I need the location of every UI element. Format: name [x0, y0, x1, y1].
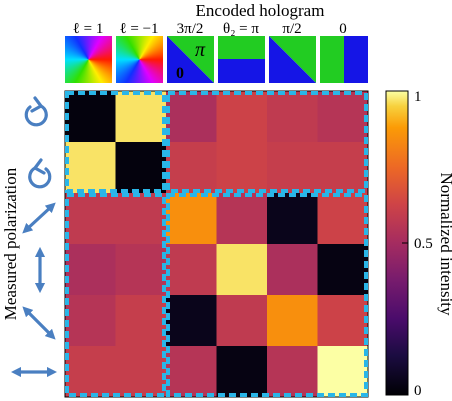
hologram-diagonal-split [269, 36, 316, 83]
heatmap [65, 91, 369, 398]
colorbar-tick-label-0: 0 [414, 383, 422, 399]
heatmap-cell-r2-c0 [65, 193, 116, 245]
highlight-box-2 [65, 193, 166, 397]
heatmap-cell-r5-c1 [115, 346, 167, 398]
heatmap-cell-r1-c1 [115, 142, 167, 194]
heatmap-cell-r4-c0 [65, 295, 116, 347]
highlight-box-3 [166, 193, 368, 397]
column-label-4: π/2 [282, 21, 301, 37]
highlight-box-0 [65, 91, 166, 193]
heatmap-cell-r4-c2 [166, 295, 217, 347]
row-icons [10, 96, 58, 378]
column-label-1: ℓ = −1 [119, 21, 158, 37]
heatmap-cell-r1-c2 [166, 142, 217, 194]
heatmap-cell-r0-c5 [317, 91, 369, 143]
heatmap-cell-r0-c3 [216, 91, 268, 143]
circular-arrow-counterclockwise-icon [28, 158, 52, 189]
colorbar-tick-label-1: 0.5 [414, 236, 433, 252]
heatmap-cell-r4-c3 [216, 295, 268, 347]
hologram-horizontal-split [218, 36, 265, 83]
chart-title: Encoded hologram [196, 1, 325, 20]
heatmap-cell-r1-c5 [317, 142, 369, 194]
hologram-vertical-split [320, 36, 368, 83]
heatmap-cell-r3-c1 [115, 244, 167, 296]
hologram-pi-label: π [195, 39, 206, 61]
heatmap-cell-r3-c2 [166, 244, 217, 296]
column-labels: ℓ = 1 ℓ = −1 3π/2 θ₂ = π π/2 0 [73, 21, 347, 37]
heatmap-cell-r2-c1 [115, 193, 167, 245]
heatmap-cell-r5-c3 [216, 346, 268, 398]
highlight-boxes [65, 91, 368, 397]
heatmap-cell-r3-c0 [65, 244, 116, 296]
heatmap-cell-r5-c4 [267, 346, 318, 398]
heatmap-cell-r5-c5 [317, 346, 369, 398]
heatmap-cell-r2-c4 [267, 193, 318, 245]
hologram-vortex-l-minus-1 [116, 36, 163, 83]
column-label-5: 0 [339, 21, 347, 37]
heatmap-cell-r4-c5 [317, 295, 369, 347]
highlight-box-1 [166, 91, 368, 193]
colorbar-label: Normalized intensity [437, 172, 452, 316]
y-axis-label: Measured polarization [1, 167, 20, 320]
antidiagonal-double-arrow-icon [22, 306, 56, 340]
heatmap-cell-r0-c4 [267, 91, 318, 143]
heatmap-cell-r5-c2 [166, 346, 217, 398]
heatmap-cell-r2-c3 [216, 193, 268, 245]
heatmap-cell-r0-c2 [166, 91, 217, 143]
heatmap-cell-r0-c0 [65, 91, 116, 143]
heatmap-cell-r2-c2 [166, 193, 217, 245]
heatmap-cell-r5-c0 [65, 346, 116, 398]
heatmap-cell-r2-c5 [317, 193, 369, 245]
hologram-diagonal-3pi2: π 0 [167, 36, 214, 83]
heatmap-cell-r3-c4 [267, 244, 318, 296]
column-label-3: θ₂ = π [223, 21, 259, 37]
hologram-zero-label: 0 [176, 65, 184, 82]
hologram-thumbnails: π 0 [65, 36, 368, 83]
heatmap-cell-r3-c5 [317, 244, 369, 296]
column-label-2: 3π/2 [177, 21, 204, 37]
heatmap-cell-r0-c1 [115, 91, 167, 143]
hologram-vortex-l1 [65, 36, 112, 83]
circular-arrow-clockwise-icon [24, 96, 48, 127]
colorbar-ticks: 00.51 [402, 89, 433, 399]
heatmap-cell-r1-c4 [267, 142, 318, 194]
heatmap-cell-r1-c3 [216, 142, 268, 194]
colorbar-tick-label-2: 1 [414, 89, 422, 105]
heatmap-cell-r4-c1 [115, 295, 167, 347]
column-label-0: ℓ = 1 [73, 21, 104, 37]
heatmap-cell-r1-c0 [65, 142, 116, 194]
diagonal-double-arrow-icon [22, 202, 56, 234]
heatmap-cell-r4-c4 [267, 295, 318, 347]
heatmap-cell-r3-c3 [216, 244, 268, 296]
